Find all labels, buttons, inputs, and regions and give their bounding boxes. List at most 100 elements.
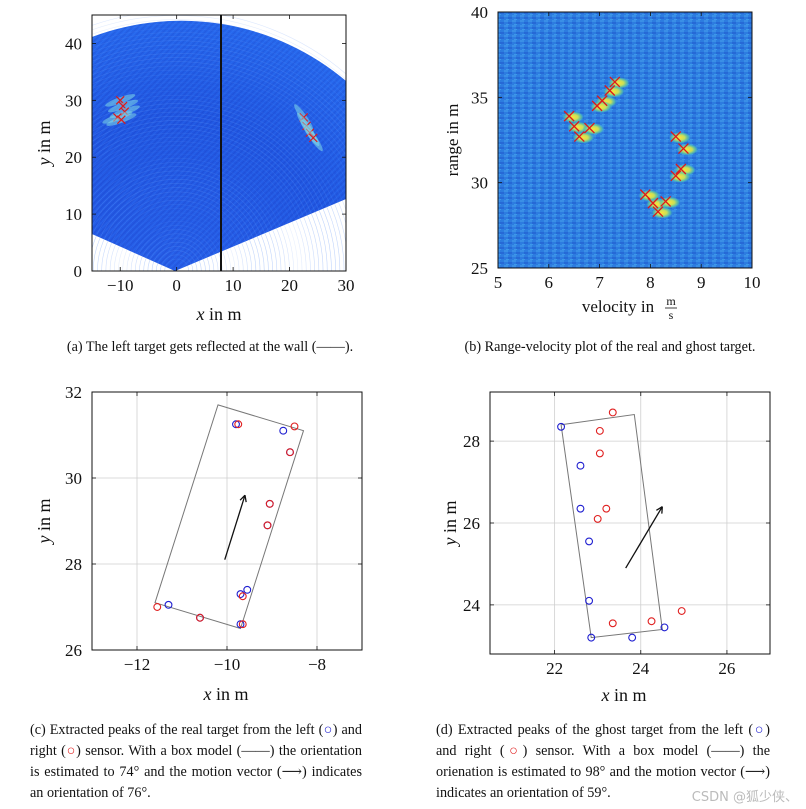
range-ring <box>92 31 346 104</box>
tick-label-x: 0 <box>172 276 181 295</box>
range-ring <box>92 178 269 271</box>
xlabel-d: x in m <box>600 685 646 705</box>
range-ring <box>97 191 257 271</box>
tick-label-x: −10 <box>214 655 241 674</box>
figure-d: 22 24 26 24 26 28 x in m y in m <box>440 391 771 705</box>
range-ring <box>92 120 328 271</box>
range-ring <box>92 44 346 122</box>
right-peak-point <box>608 408 617 417</box>
motion-vector <box>625 506 663 569</box>
tick-label-x: 8 <box>646 273 655 292</box>
range-ring <box>92 65 346 156</box>
range-ring <box>92 40 346 116</box>
right-peak-point <box>595 426 604 435</box>
range-ring <box>143 237 210 271</box>
range-ring <box>155 250 198 271</box>
range-ring <box>160 254 194 271</box>
plot-a-marks <box>102 94 323 152</box>
peak-marker <box>670 131 682 143</box>
left-peak-point <box>557 422 566 431</box>
range-ring <box>92 149 299 271</box>
peak-marker <box>652 206 664 218</box>
range-ring <box>92 170 278 271</box>
left-peak-point <box>243 585 252 594</box>
left-sensor-icon: ○ <box>323 722 333 738</box>
plot-c-marks <box>153 404 305 630</box>
left-peak-point <box>164 600 173 609</box>
peak-marker <box>591 100 603 112</box>
peak-marker <box>675 163 687 175</box>
ylabel-a: y in m <box>34 120 54 167</box>
ylabel-b: range in m <box>443 104 462 177</box>
peak-marker <box>609 76 621 88</box>
unit-den-b: s <box>669 308 674 322</box>
right-peak-point <box>196 613 204 622</box>
tick-label-x: −10 <box>107 276 134 295</box>
left-peak-point <box>232 420 240 429</box>
peak-marker <box>660 195 672 207</box>
range-ring <box>92 99 346 246</box>
right-peak-point <box>263 521 272 530</box>
range-ring <box>92 90 346 212</box>
tick-label-x: 30 <box>338 276 355 295</box>
tick-label-y: 28 <box>65 555 82 574</box>
range-ring <box>92 86 346 200</box>
box-model-icon: —— <box>711 743 740 759</box>
left-peak-point <box>585 596 594 605</box>
range-ring <box>92 145 303 271</box>
range-ring <box>92 19 346 86</box>
wall-line-icon: —— <box>316 339 345 355</box>
left-peak-point <box>628 633 637 642</box>
right-peak-point <box>608 619 617 628</box>
grid-d <box>490 392 770 654</box>
ticks-d: 22 24 26 24 26 28 <box>463 392 770 678</box>
tick-label-x: 24 <box>632 659 650 678</box>
left-peak-point <box>236 590 245 599</box>
caption-a: (a) The left target gets reflected at th… <box>66 339 354 355</box>
tick-label-x: −8 <box>308 655 326 674</box>
tick-label-x: 7 <box>595 273 604 292</box>
range-ring <box>105 199 248 271</box>
range-ring <box>92 52 346 135</box>
peak-marker <box>604 85 616 96</box>
range-ring <box>92 187 261 271</box>
right-peak-point <box>265 499 274 508</box>
peak-marker <box>573 131 585 143</box>
right-peak-point <box>238 620 247 629</box>
range-ring <box>92 132 315 271</box>
tick-label-x: 22 <box>546 659 563 678</box>
range-ring <box>92 136 311 271</box>
left-sensor-icon: ○ <box>753 722 766 738</box>
tick-label-x: 9 <box>697 273 706 292</box>
tick-label-x: 6 <box>545 273 554 292</box>
range-ring <box>92 115 332 271</box>
right-peak-point <box>234 420 243 429</box>
range-ring <box>101 195 252 271</box>
caption-d: (d) Extracted peaks of the ghost target … <box>436 722 770 801</box>
ticks-a: −10 0 10 20 30 0 10 20 30 40 <box>65 15 355 295</box>
range-ring <box>122 216 231 271</box>
peak-marker <box>308 133 318 143</box>
range-ring <box>92 107 341 271</box>
range-ring <box>92 94 346 225</box>
tick-label-y: 26 <box>65 641 82 660</box>
range-ring <box>134 229 219 271</box>
ylabel-d: y in m <box>440 500 460 547</box>
tick-label-y: 32 <box>65 383 82 402</box>
caption-b: (b) Range-velocity plot of the real and … <box>464 339 756 355</box>
motion-vector-head <box>239 494 247 503</box>
xlabel-a: x in m <box>195 304 241 324</box>
right-peak-point <box>593 514 602 523</box>
peak-marker <box>647 197 659 209</box>
plot-d-marks <box>557 408 686 642</box>
range-ring <box>92 153 294 271</box>
peak-marker <box>116 115 126 125</box>
right-sensor-icon: ○ <box>504 743 523 759</box>
tick-label-y: 26 <box>463 514 480 533</box>
left-peak-point <box>585 537 594 546</box>
tick-label-y: 30 <box>65 469 82 488</box>
arrow-icon: ⟶ <box>281 764 302 780</box>
xlabel-b: velocity in <box>582 297 655 316</box>
range-ring <box>118 212 236 271</box>
plot-b-marks <box>562 76 699 219</box>
